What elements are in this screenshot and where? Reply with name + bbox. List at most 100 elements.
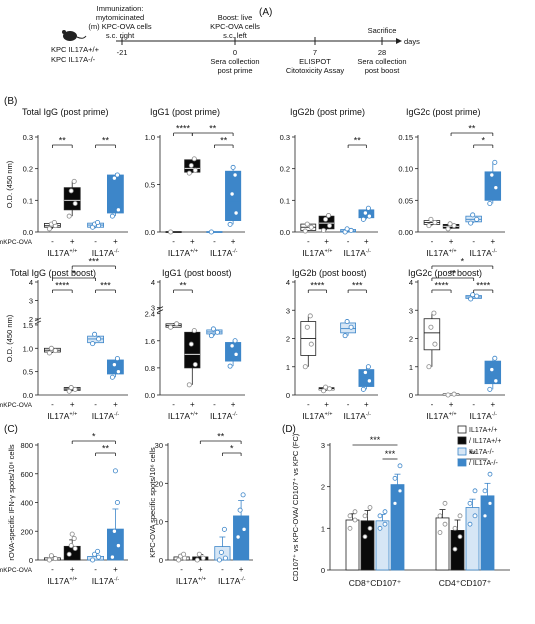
mouse-label-ko: KPC IL17A-/- [51, 55, 96, 64]
igg1_prime-sig-label: ** [220, 136, 228, 146]
igg2b_prime-point [344, 226, 350, 232]
igg2b_prime-ytick-label: 0.2 [280, 165, 290, 174]
ifn_rova-ytick-label: 400 [20, 499, 33, 508]
igg2c_boost-genotype-ko: IL17A-/- [470, 411, 498, 421]
igg1_boost-genotype-wt: IL17A+/+ [168, 411, 198, 421]
total_igg_boost-axis-break-2 [34, 317, 42, 322]
igg2b_boost-point [327, 386, 333, 392]
igg1_boost-point [214, 329, 220, 335]
igg2b_boost-ytick-label: 3 [286, 306, 290, 315]
igg1_boost-ytick-label: 1.6 [145, 337, 155, 346]
cd107-ylabel: CD107⁺ vs KPC-OVA/ CD107⁺ vs KPC (FC) [291, 433, 300, 581]
igg1_boost-ytick-label: 3 [151, 304, 155, 313]
kpc_ova-genotype-wt: IL17A+/+ [176, 576, 206, 586]
kpc_ova-point [218, 549, 224, 555]
igg2c_boost-ytick-label: 1 [409, 363, 413, 372]
igg2c_prime-sig-label: ** [468, 124, 476, 134]
kpc_ova-point [200, 555, 206, 561]
total_igg_boost-point [46, 350, 52, 356]
igg2b_boost-genotype-wt: IL17A+/+ [302, 411, 332, 421]
igg2b_prime-ytick-label: 0.3 [280, 133, 290, 142]
kpc_ova-ytick-label: 20 [155, 479, 163, 488]
igg2b_boost-point [304, 324, 310, 330]
cd107-point [367, 505, 373, 510]
igg1_boost-box [184, 331, 201, 369]
igg2c_boost-point [474, 293, 480, 299]
igg2b_boost-point [348, 324, 354, 330]
igg1_prime-point [186, 170, 192, 176]
total_igg_boost-ytick-label: 1.0 [23, 344, 33, 353]
cd107-legend-label: / IL17A-/- [469, 460, 498, 467]
total_igg_boost-point [92, 331, 98, 337]
total_igg_boost-sig-label: **** [55, 281, 70, 291]
igg2c_prime-point [445, 226, 451, 232]
igg2b_prime-treatment-label: - [347, 237, 350, 246]
total_igg_boost-point [52, 348, 58, 354]
kpc_ova-treatment-label: + [239, 565, 244, 574]
igg2b_boost-point [308, 341, 314, 347]
ifn_rova-sig-label: * [92, 432, 96, 442]
cd107-legend-label: IL17A-/- [469, 449, 495, 456]
igg1_boost-point [210, 326, 216, 332]
cd107-point [362, 534, 368, 540]
total_igg_prime-point [51, 219, 57, 225]
total_igg_boost-treatment-label: + [113, 400, 118, 409]
igg2c_prime-point [474, 216, 480, 222]
total_igg_prime-treatment-label: + [70, 237, 75, 246]
igg1_prime-title: IgG1 (post prime) [150, 107, 220, 117]
kpc_ova-point [235, 534, 241, 540]
igg1_prime-ytick-label: 0.5 [145, 181, 155, 190]
igg2c_prime-treatment-label: - [472, 237, 475, 246]
total_igg_prime-ytick-label: 0.2 [23, 165, 33, 174]
igg2b_prime-point [323, 216, 329, 222]
igg2c_prime-title: IgG2c (post prime) [406, 107, 481, 117]
igg2c_boost-ytick-label: 2 [409, 335, 413, 344]
day0-note2: post prime [217, 66, 252, 75]
cd107-point [437, 513, 443, 519]
boost-line1: Boost: live [218, 13, 253, 22]
igg2b_prime-point [365, 205, 371, 211]
igg2c_boost-ytick-label: 3 [409, 306, 413, 315]
cd107-point [382, 509, 388, 515]
total_igg_prime-point [46, 226, 52, 232]
igg1_prime-treatment-label: + [190, 237, 195, 246]
ifn_rova-point [109, 554, 115, 560]
panel-label-b: (B) [4, 96, 17, 107]
igg2b_boost-point [302, 364, 308, 370]
igg2b_boost-treatment-label: - [347, 400, 350, 409]
kpc_ova-point [237, 507, 243, 513]
total_igg_boost-ylabel: O.D. (450 nm) [5, 314, 14, 362]
igg1_boost-ytick-label: 4 [151, 278, 155, 287]
igg1_prime-treatment-label: - [213, 237, 216, 246]
timeline: KPC IL17A+/+ KPC IL17A-/- days -21 0 7 2… [51, 4, 420, 75]
igg1_boost-point [229, 343, 235, 349]
igg2c_boost-point [426, 364, 432, 370]
ifn_rova-bar [44, 557, 61, 561]
total_igg_boost-point [96, 336, 102, 342]
ifn_rova-point [52, 556, 58, 562]
ifn_rova-point [71, 535, 77, 541]
igg2b_boost-ytick-label: 1 [286, 363, 290, 372]
total_igg_boost-point [115, 369, 121, 375]
cd107-legend-swatch [457, 425, 467, 434]
kpc_ova-point [181, 551, 187, 557]
igg1_prime-ytick-label: 0.0 [145, 228, 155, 237]
cd107-bar [390, 484, 405, 571]
kpc_ova-point [222, 555, 228, 561]
igg2b_prime-point [308, 224, 314, 230]
igg2c_boost-treatment-label: - [431, 400, 434, 409]
cd107-sig-label: *** [385, 449, 396, 459]
igg2b_boost-ytick-label: 2 [286, 335, 290, 344]
total_igg_prime-point [115, 207, 121, 213]
kpc_ova-point [221, 526, 227, 532]
total_igg_prime-genotype-ko: IL17A-/- [92, 248, 120, 258]
igg1_boost-treatment-label: + [231, 400, 236, 409]
igg2b_boost-point [362, 369, 368, 375]
igg1_boost-point [192, 361, 198, 367]
cd107-point [457, 513, 463, 519]
igg2c_prime-ytick-label: 0.15 [398, 133, 413, 142]
ifn_rova-point [96, 554, 102, 560]
cd107-legend-label: IL17A+/+ [469, 427, 497, 434]
ifn_rova-mkpc-label: mKPC-OVA [0, 567, 33, 574]
